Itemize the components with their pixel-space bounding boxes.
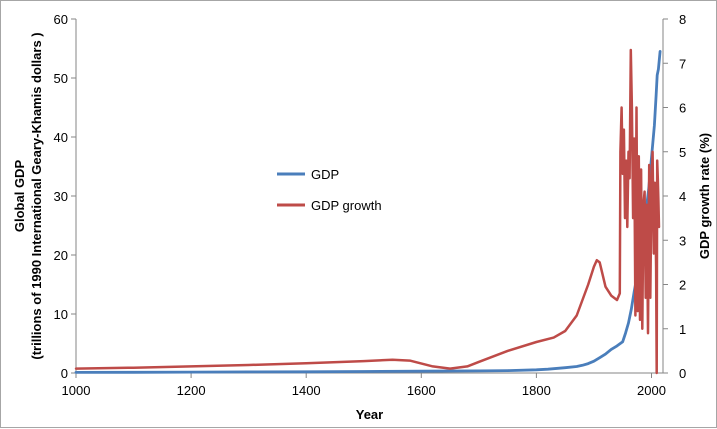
y-right-tick-label: 6 [679,101,686,116]
x-tick-label: 1400 [292,383,321,398]
y-right-tick-label: 0 [679,366,686,381]
x-tick-label: 1800 [522,383,551,398]
y-axis-right-title: GDP growth rate (%) [697,133,712,259]
legend-label: GDP [311,167,339,182]
y-left-tick-label: 40 [54,130,68,145]
y-left-tick-label: 10 [54,307,68,322]
x-tick-label: 2000 [637,383,666,398]
y-right-tick-label: 3 [679,233,686,248]
series-line-gdp-growth [74,48,661,375]
y-axis-left-title-line2: (trillions of 1990 International Geary-K… [29,32,44,359]
y-left-tick-label: 30 [54,189,68,204]
y-left-tick-label: 50 [54,71,68,86]
legend-label: GDP growth [311,198,382,213]
y-left-tick-label: 20 [54,248,68,263]
y-right-tick-label: 8 [679,12,686,27]
x-tick-label: 1200 [177,383,206,398]
y-right-tick-label: 7 [679,56,686,71]
y-left-tick-label: 0 [61,366,68,381]
y-right-tick-label: 5 [679,145,686,160]
y-left-tick-label: 60 [54,12,68,27]
x-axis-title: Year [356,407,383,422]
x-tick-label: 1000 [62,383,91,398]
y-axis-left-title-line1: Global GDP [12,160,27,233]
y-right-tick-label: 4 [679,189,686,204]
y-right-tick-label: 2 [679,278,686,293]
y-right-tick-label: 1 [679,322,686,337]
x-tick-label: 1600 [407,383,436,398]
